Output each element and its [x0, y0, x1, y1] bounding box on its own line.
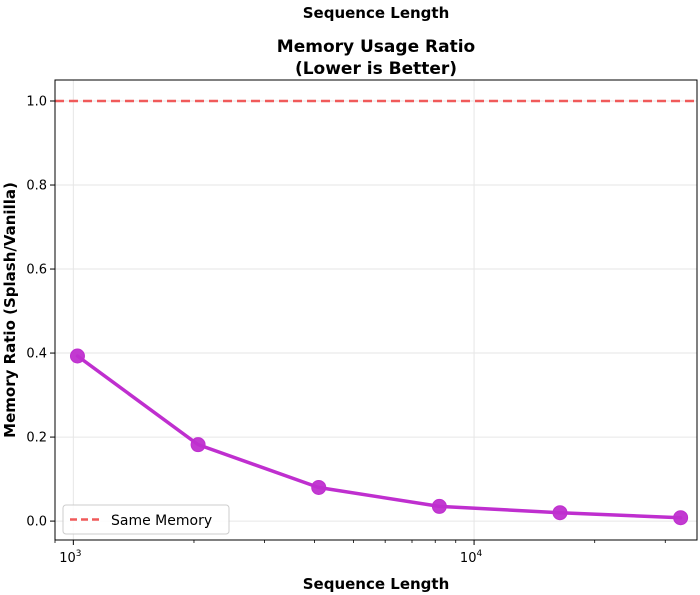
series-layer	[69, 348, 689, 526]
legend-label: Same Memory	[111, 513, 212, 529]
x-ticks: 103 104	[54, 540, 666, 566]
x-tick-label-1: 104	[460, 549, 483, 566]
y-ticks: 0.0 0.2 0.4 0.6 0.8 1.0	[26, 95, 55, 530]
chart-title-line1: Memory Usage Ratio	[277, 37, 475, 57]
y-tick-label-2: 0.4	[26, 347, 47, 362]
data-point-2	[311, 479, 327, 495]
legend-box	[62, 504, 230, 535]
x-tick-label-0: 103	[59, 549, 81, 566]
y-tick-label-0: 0.0	[26, 515, 47, 530]
y-axis-label: Memory Ratio (Splash/Vanilla)	[1, 182, 19, 438]
plot-frame	[54, 79, 698, 541]
grid-lines	[55, 80, 697, 540]
y-tick-label-3: 0.6	[26, 263, 47, 278]
series-line-0	[75, 354, 683, 520]
top-sequence-length-label: Sequence Length	[303, 4, 450, 22]
data-point-1	[190, 437, 206, 453]
chart-title-line2: (Lower is Better)	[295, 59, 457, 79]
x-axis-label: Sequence Length	[303, 575, 450, 593]
data-point-0	[69, 348, 85, 364]
y-tick-label-4: 0.8	[26, 179, 47, 194]
data-point-4	[552, 505, 568, 521]
legend: Same Memory	[62, 504, 230, 535]
y-tick-label-1: 0.2	[26, 431, 47, 446]
y-tick-label-5: 1.0	[26, 95, 47, 110]
data-point-5	[673, 510, 689, 526]
data-point-3	[431, 498, 447, 514]
